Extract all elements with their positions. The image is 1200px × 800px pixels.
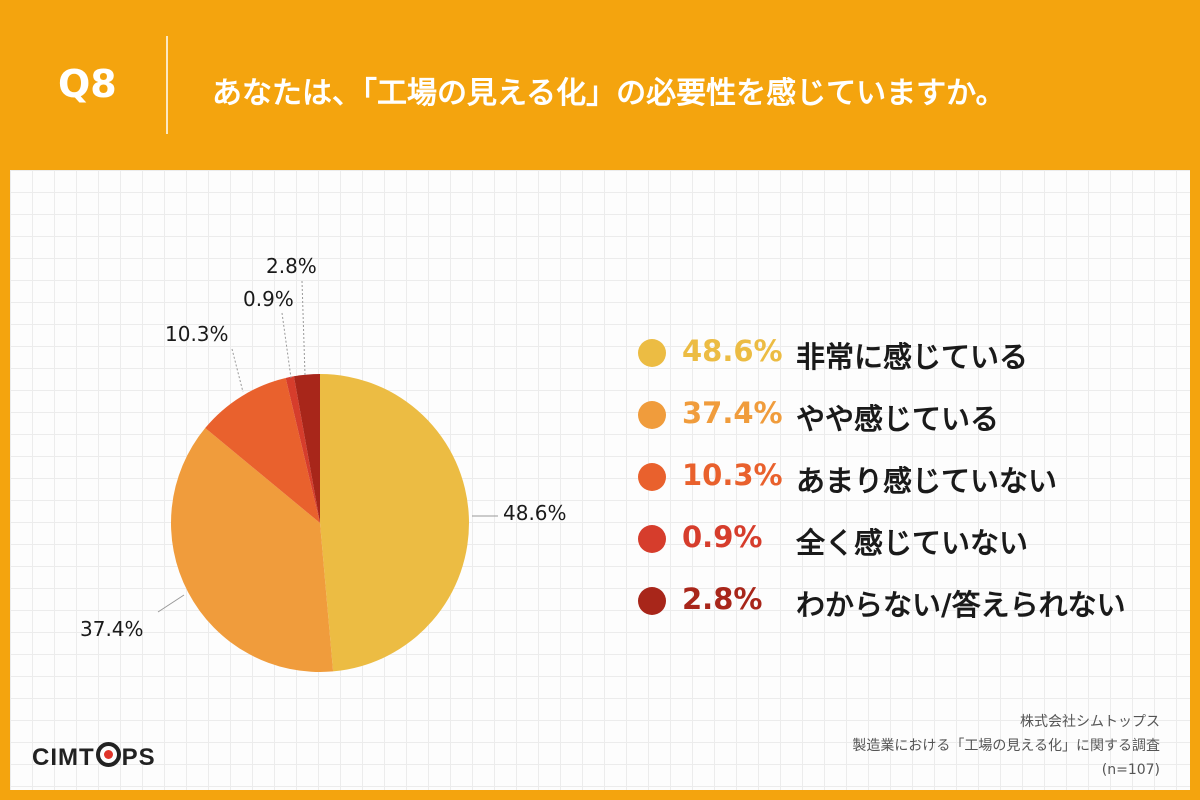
footer-source: 株式会社シムトップス 製造業における「工場の見える化」に関する調査 (n=107… [852,710,1160,782]
legend-label: 全く感じていない [796,526,1029,560]
pie-slice-dont-know [293,374,320,523]
leader-line [231,348,244,393]
legend-percent: 0.9% [682,520,763,554]
legend-item-not-much: 10.3% あまり感じていない [632,454,1172,516]
logo-o-icon [95,742,121,767]
cimtops-logo: CIMT PS [32,742,156,772]
data-label: 48.6% [503,501,567,525]
data-label: 2.8% [266,254,317,278]
pie-slice-very [320,374,469,672]
footer-survey: 製造業における「工場の見える化」に関する調査 [852,738,1160,754]
legend-dot-icon [638,587,666,615]
question-text: あなたは、「工場の見える化」の必要性を感じていますか。 [212,76,1006,111]
footer-company: 株式会社シムトップス [1020,714,1160,730]
legend-dot-icon [638,463,666,491]
legend-percent: 2.8% [682,582,763,616]
legend-dot-icon [638,339,666,367]
leader-line [301,280,306,376]
legend: 48.6% 非常に感じている 37.4% やや感じている 10.3% あまり感じ… [632,330,1172,640]
legend-label: やや感じている [796,402,1000,436]
logo-text-left: CIMT [32,744,95,771]
leader-line [281,312,292,379]
pie-slice-somewhat [171,428,334,672]
legend-percent: 10.3% [682,458,783,492]
legend-item-not-at-all: 0.9% 全く感じていない [632,516,1172,578]
legend-label: 非常に感じている [796,340,1029,374]
pie-slice-not-at-all [285,376,320,523]
header: Q8 あなたは、「工場の見える化」の必要性を感じていますか。 [0,0,1200,170]
question-number: Q8 [58,62,117,106]
pie-slice-not-much [205,378,320,523]
logo-text-right: PS [121,744,156,771]
data-label: 37.4% [80,617,144,641]
leader-line [157,594,185,613]
footer-sample: (n=107) [1101,762,1160,778]
legend-label: あまり感じていない [796,464,1058,498]
legend-item-somewhat: 37.4% やや感じている [632,392,1172,454]
data-label: 0.9% [243,287,294,311]
legend-dot-icon [638,525,666,553]
legend-item-dont-know: 2.8% わからない/答えられない [632,578,1172,640]
legend-label: わからない/答えられない [796,588,1126,622]
legend-percent: 48.6% [682,334,783,368]
legend-item-very: 48.6% 非常に感じている [632,330,1172,392]
legend-dot-icon [638,401,666,429]
data-label: 10.3% [165,322,229,346]
header-divider [166,36,168,134]
legend-percent: 37.4% [682,396,783,430]
